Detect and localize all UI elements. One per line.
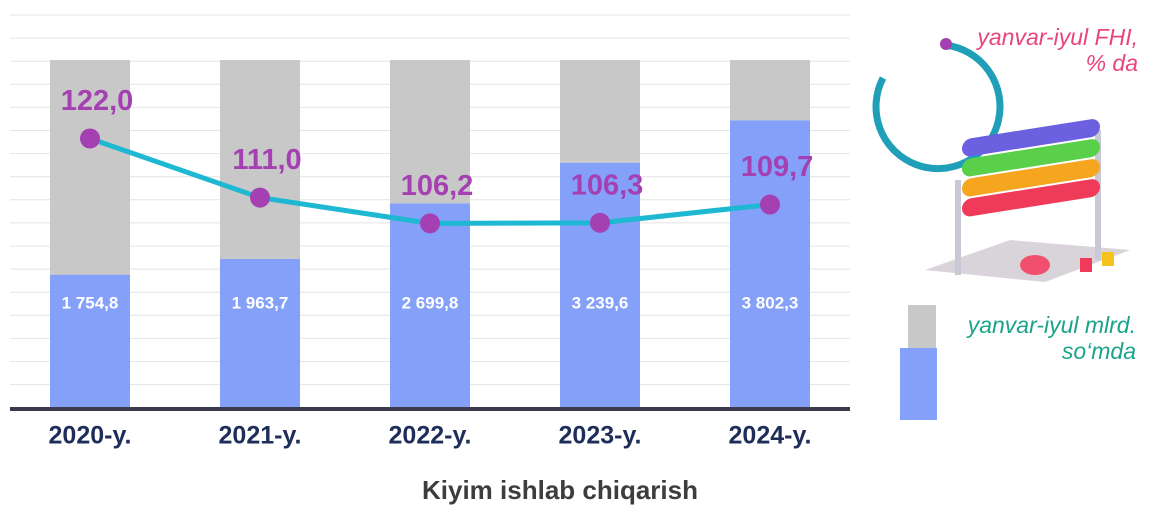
decoration bbox=[872, 38, 1130, 420]
legend-dot bbox=[940, 38, 952, 50]
thread bbox=[962, 139, 1100, 177]
bar bbox=[390, 203, 470, 407]
shelf-post bbox=[955, 180, 961, 275]
bar-background bbox=[730, 60, 810, 121]
bar-value-label: 1 963,7 bbox=[232, 293, 289, 312]
bar bbox=[730, 120, 810, 407]
x-tick-label: 2020-y. bbox=[49, 422, 132, 450]
x-tick-label: 2023-y. bbox=[559, 422, 642, 450]
bar bbox=[560, 162, 640, 407]
bar-background bbox=[390, 60, 470, 204]
spool bbox=[1102, 252, 1114, 266]
line-marker bbox=[590, 212, 610, 233]
line-marker bbox=[760, 194, 780, 215]
bar bbox=[220, 258, 300, 407]
chart-title: Kiyim ishlab chiqarish bbox=[422, 475, 698, 505]
line-marker bbox=[420, 213, 440, 234]
bar bbox=[50, 274, 130, 407]
spool bbox=[1020, 255, 1050, 275]
line-value-label: 106,3 bbox=[571, 169, 644, 201]
bar-value-label: 3 239,6 bbox=[572, 293, 629, 312]
bar-background bbox=[220, 60, 300, 259]
thread bbox=[962, 159, 1100, 197]
x-tick-label: 2021-y. bbox=[219, 422, 302, 450]
shelf-post bbox=[1095, 130, 1101, 260]
bar-value-label: 3 802,3 bbox=[742, 293, 799, 312]
legend-bar bbox=[900, 348, 937, 420]
legend-label: yanvar-iyul mlrd. so‘mda bbox=[967, 312, 1136, 364]
line-value-label: 106,2 bbox=[401, 170, 474, 202]
line-marker bbox=[250, 187, 270, 208]
thread bbox=[962, 119, 1100, 157]
spool bbox=[1080, 258, 1092, 272]
bar-value-label: 1 754,8 bbox=[62, 293, 119, 312]
thread bbox=[962, 179, 1100, 217]
bar-value-label: 2 699,8 bbox=[402, 293, 459, 312]
legend-bar-top bbox=[908, 305, 936, 350]
line-value-label: 111,0 bbox=[232, 144, 301, 176]
line-value-label: 122,0 bbox=[61, 85, 134, 117]
x-tick-label: 2024-y. bbox=[729, 422, 812, 450]
bar-background bbox=[50, 60, 130, 275]
bar-background bbox=[560, 60, 640, 163]
x-tick-label: 2022-y. bbox=[389, 422, 472, 450]
legend-label: yanvar-iyul FHI, % da bbox=[977, 24, 1138, 76]
line-value-label: 109,7 bbox=[741, 151, 814, 183]
line-marker bbox=[80, 128, 100, 149]
